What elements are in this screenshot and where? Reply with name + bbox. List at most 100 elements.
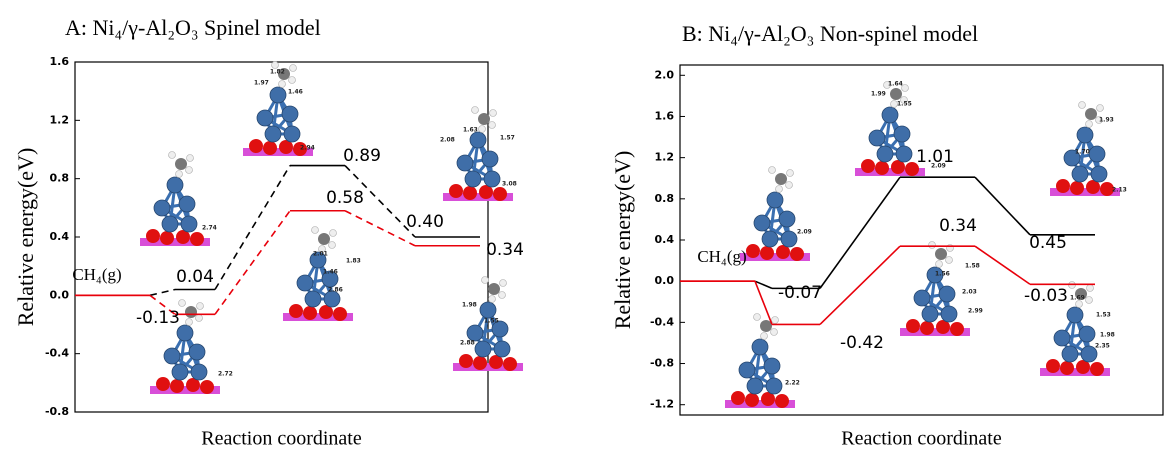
structure-atom xyxy=(861,159,875,173)
structure-atom xyxy=(463,186,477,200)
bond-length: 1.97 xyxy=(254,80,269,87)
structure-atom xyxy=(941,306,957,322)
bond-length: 2.09 xyxy=(797,229,812,236)
data-label: 0.40 xyxy=(406,212,444,232)
structure-atom xyxy=(190,232,204,246)
structure-atom xyxy=(896,146,912,162)
structure-atom xyxy=(465,171,481,187)
structure-atom xyxy=(752,339,768,355)
structure-atom xyxy=(754,314,761,321)
bond-length: 1.64 xyxy=(888,81,903,88)
structure-atom xyxy=(303,306,317,320)
structure-atom xyxy=(1087,285,1094,292)
y-tick-label: 0.0 xyxy=(655,274,675,287)
structure-atom xyxy=(950,322,964,336)
bond-length: 1.93 xyxy=(1099,117,1114,124)
connector xyxy=(150,290,175,296)
structure-atom xyxy=(1089,146,1105,162)
connector xyxy=(975,177,1030,235)
structure-atom xyxy=(459,354,473,368)
bond-length: 3.08 xyxy=(502,181,517,188)
bond-length: 2.72 xyxy=(218,371,233,378)
structure-atom xyxy=(494,341,510,357)
structure-atom xyxy=(946,257,953,264)
page: {"chart_data": [ {"type": "energy-profil… xyxy=(0,0,1173,457)
structure-atom xyxy=(890,88,902,100)
structure-atom xyxy=(1056,179,1070,193)
structure-atom xyxy=(162,216,178,232)
structure-atom xyxy=(318,233,330,245)
structure-atom xyxy=(747,378,763,394)
structure-atom xyxy=(329,242,336,249)
x-axis-label: Reaction coordinate xyxy=(201,428,362,450)
bond-length: 2.94 xyxy=(300,145,315,152)
structure-atom xyxy=(263,141,277,155)
data-label: -0.03 xyxy=(1024,286,1068,306)
structure-atom xyxy=(764,358,780,374)
bond-length: 1.46 xyxy=(323,269,338,276)
structure-atom xyxy=(1072,166,1088,182)
structure-atom xyxy=(160,231,174,245)
y-tick-label: -0.4 xyxy=(650,315,674,328)
structure-atom xyxy=(265,126,281,142)
y-tick-label: 2.0 xyxy=(655,68,675,81)
bond-length: 2.08 xyxy=(440,137,455,144)
structure-atom xyxy=(279,81,286,88)
bond-length: 1.99 xyxy=(871,91,886,98)
bond-length: 1.63 xyxy=(463,127,478,134)
structure-atom xyxy=(1076,301,1083,308)
structure-atom xyxy=(939,286,955,302)
structure-atom xyxy=(289,77,296,84)
y-tick-label: 0.8 xyxy=(655,192,675,205)
structure-atom xyxy=(490,110,497,117)
connector xyxy=(215,166,290,290)
structure-atom xyxy=(779,211,795,227)
structure-atom xyxy=(1062,346,1078,362)
bond-length: 2.35 xyxy=(1095,343,1110,350)
y-tick-label: 0.4 xyxy=(50,230,70,243)
connector xyxy=(820,177,900,288)
structure-atom xyxy=(1060,361,1074,375)
structure-atom xyxy=(482,151,498,167)
structure-atom xyxy=(894,126,910,142)
structure-atom xyxy=(478,113,490,125)
structure-atom xyxy=(922,306,938,322)
x-axis-label: Reaction coordinate xyxy=(841,428,1002,450)
structure-atom xyxy=(305,291,321,307)
structure-atom xyxy=(170,379,184,393)
y-tick-label: -0.8 xyxy=(45,405,69,418)
structure-atom xyxy=(282,106,298,122)
structure-atom xyxy=(449,184,463,198)
y-tick-label: 1.2 xyxy=(50,113,70,126)
bond-length: 2.13 xyxy=(1112,187,1127,194)
structure-atom xyxy=(489,122,496,129)
structure-atom xyxy=(156,377,170,391)
bond-length: 1.83 xyxy=(346,258,361,265)
bond-length: 1.53 xyxy=(1096,312,1111,319)
structure-atom xyxy=(914,290,930,306)
structure-atom xyxy=(503,357,517,371)
structure-atom xyxy=(470,132,486,148)
structure-atom xyxy=(290,65,297,72)
y-tick-label: 1.6 xyxy=(50,55,70,68)
bond-length: 2.74 xyxy=(202,225,217,232)
structure-atom xyxy=(1054,330,1070,346)
structure-atom xyxy=(172,364,188,380)
structure-atom xyxy=(189,344,205,360)
structure-atom xyxy=(480,302,496,318)
structure-atom xyxy=(781,231,797,247)
structure-atom xyxy=(489,296,496,303)
bond-length: 1.56 xyxy=(935,271,950,278)
structure-atom xyxy=(179,196,195,212)
structure-atom xyxy=(761,333,768,340)
structure-atom xyxy=(169,152,176,159)
structure-atom xyxy=(882,107,898,123)
bond-length: 1.70 xyxy=(1075,149,1090,156)
structure-atom xyxy=(175,158,187,170)
structure-atom xyxy=(786,182,793,189)
structure-atom xyxy=(473,356,487,370)
structure-atom xyxy=(297,275,313,291)
structure-atom xyxy=(746,244,760,258)
y-tick-label: 0.0 xyxy=(50,288,70,301)
y-tick-label: 0.8 xyxy=(50,172,70,185)
